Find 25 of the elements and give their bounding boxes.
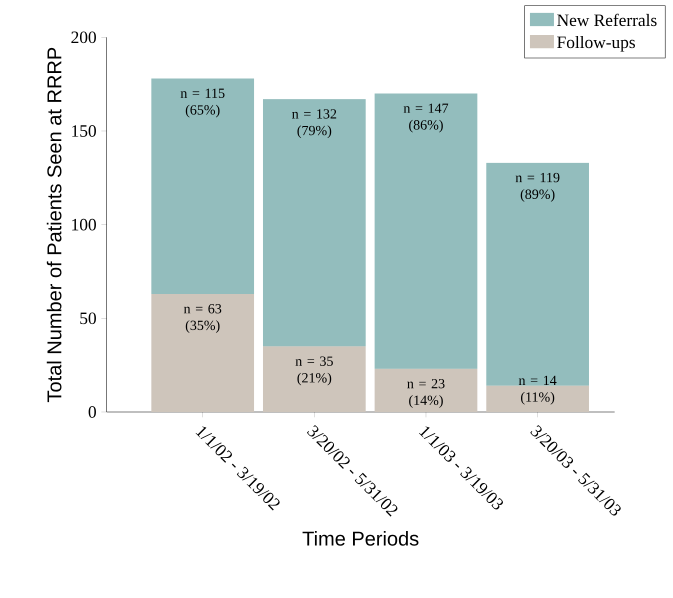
y-axis-title: Total Number of Patients Seen at RRRP: [46, 48, 62, 402]
data-label: n = 63 (35%): [184, 304, 222, 333]
y-tick-label: 0: [88, 406, 96, 418]
bar: [374, 94, 478, 369]
y-tick-label: 100: [72, 218, 96, 230]
bar: [262, 99, 366, 346]
y-tick-label: 50: [80, 312, 96, 324]
data-label: n = 14 (11%): [518, 376, 557, 405]
data-label: n = 147 (86%): [404, 104, 448, 132]
data-label: n = 23 (14%): [407, 378, 445, 408]
data-label: n = 115 (65%): [180, 88, 224, 118]
bar: [151, 78, 254, 294]
x-axis-title: Time Periods: [302, 531, 418, 546]
bar: [486, 162, 589, 386]
legend-label: Follow-ups: [557, 36, 635, 52]
data-label: n = 35 (21%): [296, 356, 333, 386]
y-tick-label: 200: [71, 31, 96, 44]
legend-label: New Referrals: [557, 14, 657, 26]
bar: [262, 346, 366, 412]
y-tick-label: 150: [72, 125, 96, 137]
data-label: n = 119 (89%): [516, 172, 560, 202]
data-label: n = 132 (79%): [292, 109, 336, 138]
bar: [374, 368, 478, 412]
bar: [486, 386, 589, 412]
bar: [151, 294, 254, 412]
